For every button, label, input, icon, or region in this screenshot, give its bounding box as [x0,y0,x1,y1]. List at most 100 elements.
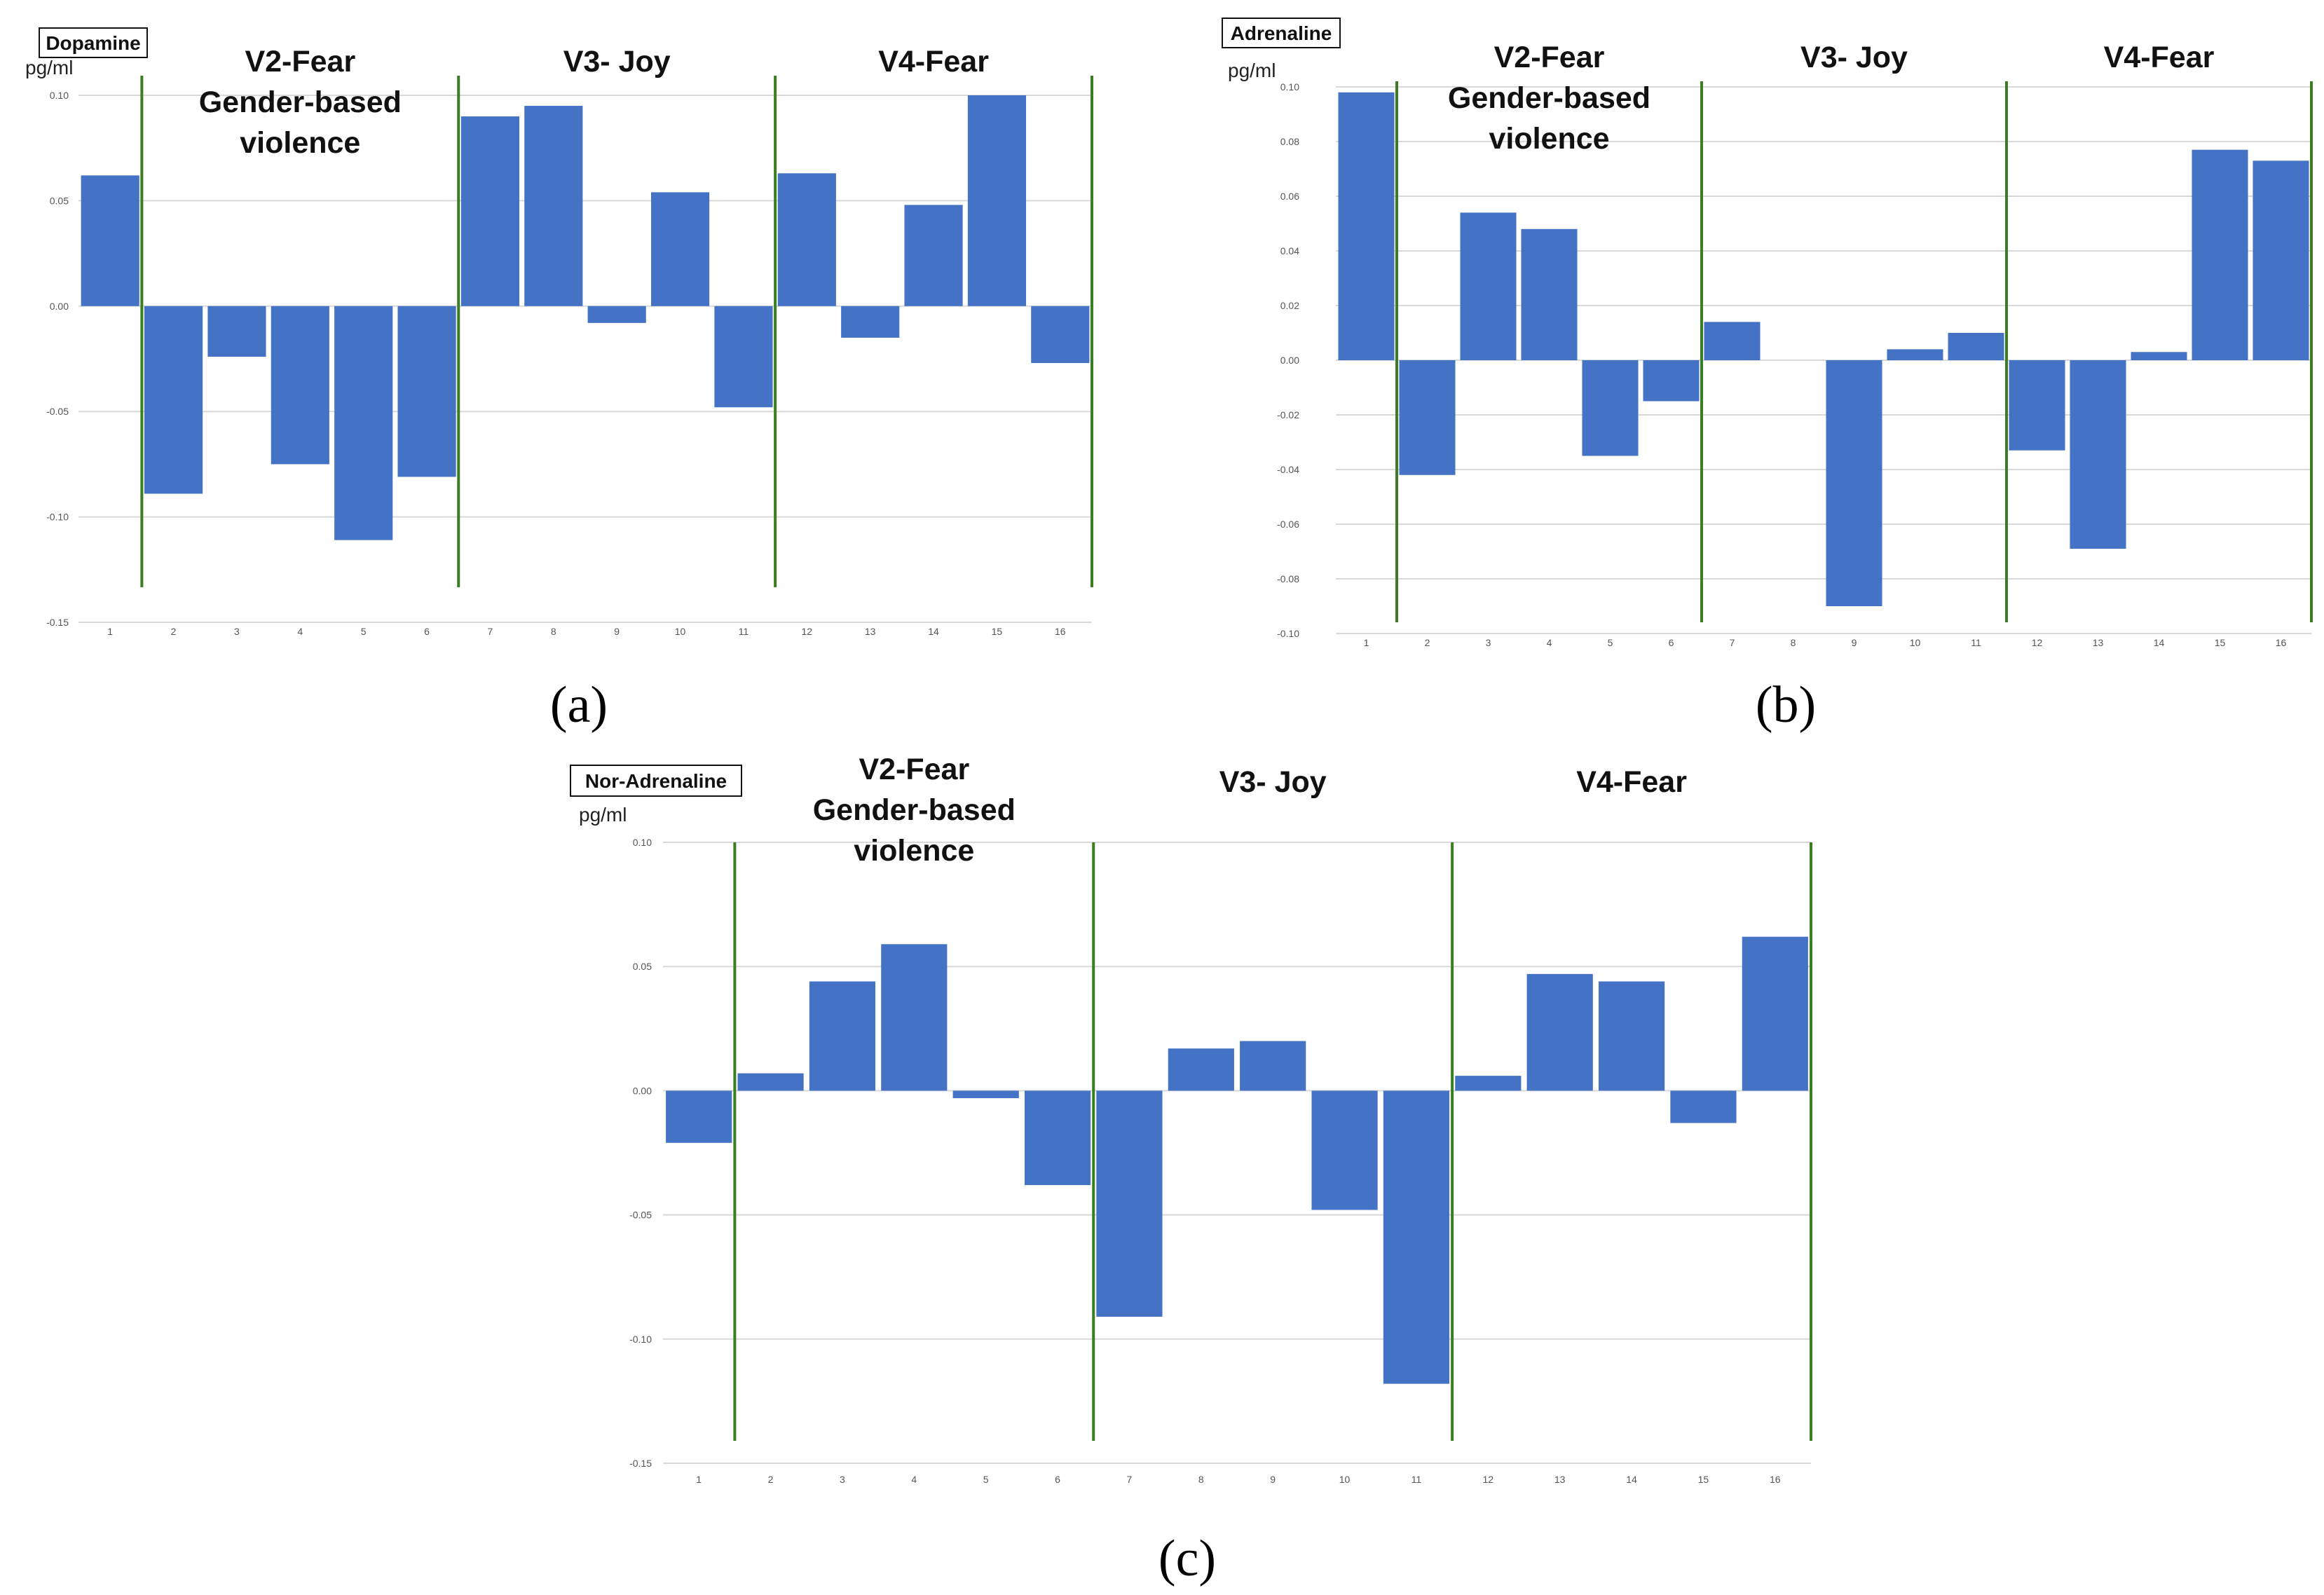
adrenaline-x-tick-label: 4 [1547,637,1552,648]
nor-adrenaline-y-tick-label: 0.00 [633,1085,652,1096]
adrenaline-bar-16 [2253,160,2309,361]
dopamine-bar-9 [587,306,646,323]
adrenaline-y-tick-label: -0.06 [1277,519,1299,530]
adrenaline-y-tick-label: -0.08 [1277,573,1299,584]
nor-adrenaline-bar-9 [1240,1041,1306,1091]
adrenaline-panel-label: (b) [1756,676,1816,734]
dopamine-y-tick-label: -0.15 [46,617,69,628]
dopamine-panel-label: (a) [550,676,608,734]
adrenaline-y-tick-label: 0.10 [1280,81,1299,93]
dopamine-bar-16 [1031,306,1090,364]
adrenaline-bar-9 [1826,360,1882,606]
dopamine-title: Dopamine [46,32,140,54]
nor-adrenaline-x-tick-label: 13 [1554,1474,1566,1485]
adrenaline-segment-label: V2-Fear [1494,41,1605,74]
nor-adrenaline-x-tick-label: 10 [1339,1474,1351,1485]
adrenaline-bar-11 [1948,333,2004,360]
dopamine-bar-11 [714,306,773,408]
adrenaline-x-tick-label: 5 [1608,637,1613,648]
dopamine-bar-14 [904,205,963,306]
dopamine-x-tick-label: 15 [992,626,1003,637]
adrenaline-y-tick-label: 0.04 [1280,245,1299,256]
nor-adrenaline-bar-12 [1455,1076,1522,1091]
dopamine-segment-label: Gender-based [199,85,402,119]
nor-adrenaline-x-tick-label: 9 [1270,1474,1276,1485]
nor-adrenaline-x-tick-label: 14 [1626,1474,1637,1485]
dopamine-x-tick-label: 14 [928,626,939,637]
nor-adrenaline-x-tick-label: 11 [1412,1474,1422,1485]
adrenaline-bar-4 [1521,228,1578,360]
adrenaline-y-tick-label: 0.08 [1280,136,1299,147]
nor-adrenaline-x-tick-label: 3 [840,1474,845,1485]
nor-adrenaline-segment-label: V4-Fear [1576,765,1687,799]
adrenaline-x-tick-label: 8 [1791,637,1796,648]
nor-adrenaline-x-tick-label: 15 [1698,1474,1709,1485]
dopamine-bar-3 [207,306,266,357]
adrenaline-bar-14 [2131,352,2187,360]
dopamine-y-tick-label: 0.10 [50,90,69,101]
adrenaline-x-tick-label: 2 [1425,637,1430,648]
dopamine-bar-8 [524,106,583,306]
adrenaline-y-tick-label: 0.06 [1280,191,1299,202]
adrenaline-x-tick-label: 16 [2276,637,2287,648]
dopamine-x-tick-label: 6 [424,626,430,637]
dopamine-bar-7 [460,116,520,306]
nor-adrenaline-chart: 0.100.050.00-0.05-0.10-0.151 2 3 4 5 6 7 8 9 10 11… [570,753,1812,1587]
nor-adrenaline-segment-label: violence [854,834,974,868]
dopamine-bar-2 [144,306,203,494]
dopamine-x-tick-label: 10 [675,626,686,637]
dopamine-x-tick-label: 2 [171,626,177,637]
adrenaline-title-box [1222,18,1341,48]
nor-adrenaline-bar-4 [881,944,948,1091]
dopamine-y-tick-label: -0.10 [46,512,69,523]
nor-adrenaline-segment-label: V2-Fear [859,753,969,786]
adrenaline-unit-label: pg/ml [1228,60,1276,81]
adrenaline-chart: 0.10 0.08 0.06 0.04 0.02 0.00 -0.02 -0.04 -0.06 -… [1222,18,2313,734]
dopamine-x-tick-label: 13 [865,626,876,637]
nor-adrenaline-bar-6 [1024,1090,1091,1186]
dopamine-bar-4 [271,306,329,465]
nor-adrenaline-bar-13 [1526,973,1593,1091]
nor-adrenaline-segment-label: V3- Joy [1219,765,1327,799]
dopamine-title-box [39,27,148,58]
adrenaline-x-tick-label: 1 [1364,637,1369,648]
dopamine-segment-label: violence [240,126,360,160]
adrenaline-x-tick-label: 11 [1971,637,1981,648]
adrenaline-bar-13 [2070,360,2126,549]
dopamine-bar-1 [81,175,139,306]
dopamine-x-tick-label: 7 [488,626,493,637]
nor-adrenaline-bar-2 [737,1073,804,1091]
nor-adrenaline-bar-15 [1670,1090,1737,1123]
nor-adrenaline-x-tick-label: 6 [1055,1474,1060,1485]
dopamine-x-tick-label: 16 [1055,626,1066,637]
dopamine-bar-6 [397,306,456,477]
nor-adrenaline-bar-11 [1383,1090,1450,1384]
adrenaline-title: Adrenaline [1231,22,1332,44]
nor-adrenaline-bar-7 [1096,1090,1163,1317]
dopamine-bar-12 [777,173,836,306]
dopamine-x-tick-label: 3 [234,626,240,637]
nor-adrenaline-bar-14 [1598,981,1665,1091]
nor-adrenaline-x-tick-label: 16 [1770,1474,1781,1485]
nor-adrenaline-panel-label: (c) [1158,1530,1216,1587]
nor-adrenaline-bar-16 [1742,936,1808,1091]
nor-adrenaline-title: Nor-Adrenaline [585,770,727,792]
nor-adrenaline-x-tick-label: 2 [768,1474,774,1485]
dopamine-segment-label: V4-Fear [878,45,989,78]
dopamine-segment-label: V3- Joy [563,45,671,78]
dopamine-y-tick-label: 0.05 [50,195,69,206]
nor-adrenaline-bar-10 [1311,1090,1378,1210]
dopamine-bar-10 [650,192,710,306]
nor-adrenaline-title-box [570,765,742,797]
nor-adrenaline-x-tick-label: 4 [911,1474,917,1485]
dopamine-x-tick-label: 11 [739,626,749,637]
dopamine-x-tick-label: 8 [551,626,556,637]
nor-adrenaline-segment-label: Gender-based [813,793,1016,827]
dopamine-x-tick-label: 4 [297,626,303,637]
nor-adrenaline-y-tick-label: -0.15 [629,1458,652,1469]
nor-adrenaline-y-tick-label: 0.05 [633,961,652,972]
dopamine-x-tick-label: 12 [802,626,813,637]
adrenaline-x-tick-label: 10 [1910,637,1921,648]
nor-adrenaline-x-tick-label: 5 [983,1474,989,1485]
adrenaline-bar-5 [1582,360,1639,456]
